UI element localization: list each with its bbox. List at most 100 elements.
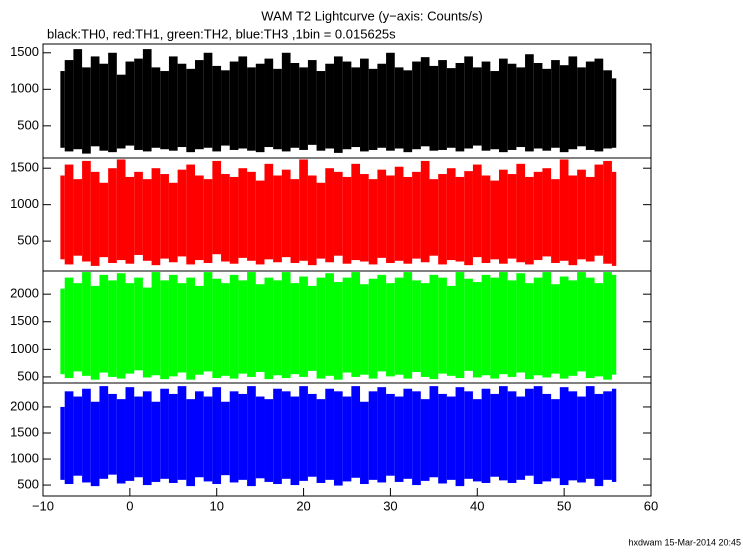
panel: 500 1000 1500 <box>10 157 652 272</box>
signal-band <box>290 396 300 486</box>
signal-band <box>168 274 178 377</box>
signal-band <box>325 273 334 376</box>
signal-band <box>472 282 482 378</box>
signal-band <box>64 277 74 379</box>
y-tick-label: 1500 <box>10 424 39 439</box>
signal-band <box>60 288 65 375</box>
signal-band <box>64 391 74 485</box>
signal-band <box>386 283 395 377</box>
signal-band <box>99 274 109 373</box>
signal-band <box>125 387 135 481</box>
signal-band <box>290 63 300 148</box>
signal-band <box>186 68 195 153</box>
signal-band <box>333 282 343 380</box>
signal-band <box>116 273 126 379</box>
signal-band <box>525 283 534 380</box>
signal-band <box>273 68 282 150</box>
signal-band <box>464 56 473 149</box>
signal-band <box>490 180 499 260</box>
footer: hxdwam 15-Mar-2014 20:45 <box>628 537 741 547</box>
signal-band <box>603 272 612 380</box>
signal-band <box>229 391 239 483</box>
signal-band <box>99 182 109 258</box>
signal-band <box>472 399 482 482</box>
y-tick-label: 1500 <box>10 313 39 328</box>
signal-band <box>507 280 517 377</box>
signal-band <box>577 396 586 483</box>
signal-band <box>299 276 308 377</box>
chart-title: WAM T2 Lightcurve (y−axis: Counts/s) <box>261 8 482 23</box>
signal-band <box>64 60 74 152</box>
signal-band <box>221 283 230 376</box>
signal-band <box>281 391 291 479</box>
signal-band <box>490 71 499 150</box>
signal-band <box>255 180 265 265</box>
signal-band <box>229 61 239 150</box>
signal-band <box>490 393 499 477</box>
signal-band <box>464 171 473 266</box>
signal-band <box>333 391 343 486</box>
signal-band <box>151 401 161 482</box>
signal-band <box>516 273 526 373</box>
y-tick-label: 1500 <box>10 44 39 59</box>
signal-band <box>290 179 300 263</box>
signal-band <box>151 168 161 266</box>
y-tick-label: 2000 <box>10 286 39 301</box>
signal-band <box>542 168 552 257</box>
signal-band <box>603 70 612 149</box>
signal-band <box>177 386 187 480</box>
signal-band <box>307 175 317 266</box>
signal-band <box>195 175 204 261</box>
signal-band <box>455 387 465 487</box>
signal-band <box>316 277 326 379</box>
signal-band <box>168 56 178 151</box>
signal-band <box>455 272 465 379</box>
signal-band <box>429 274 439 380</box>
signal-band <box>342 396 352 482</box>
signal-band <box>151 272 161 376</box>
signal-band <box>307 393 317 477</box>
signal-band <box>464 391 473 479</box>
signal-band <box>559 276 569 379</box>
signal-band <box>368 179 378 265</box>
signal-band <box>125 176 135 264</box>
signal-band <box>472 67 482 146</box>
x-tick-label: −10 <box>32 498 54 513</box>
signal-band <box>160 174 169 259</box>
signal-band <box>281 169 291 258</box>
signal-band <box>125 61 135 146</box>
panel: 500 1000 1500 <box>10 43 652 159</box>
signal-band <box>481 61 491 151</box>
x-tick-label: 10 <box>209 498 223 513</box>
signal-band <box>403 70 413 153</box>
signal-band <box>264 58 274 148</box>
signal-band <box>420 160 430 263</box>
signal-band <box>108 52 117 153</box>
signal-band <box>212 160 222 255</box>
panel-frame <box>42 382 652 497</box>
signal-band <box>377 169 387 258</box>
signal-band <box>238 56 248 149</box>
signal-band <box>195 60 204 150</box>
signal-band <box>134 396 143 478</box>
signal-band <box>577 67 586 147</box>
signal-band <box>82 388 91 483</box>
signal-band <box>73 49 83 150</box>
signal-band <box>394 396 404 482</box>
signal-band <box>229 176 239 264</box>
signal-band <box>60 406 65 480</box>
signal-band <box>360 284 369 375</box>
y-tick-label: 1500 <box>10 160 39 175</box>
signal-band <box>585 61 595 150</box>
signal-band <box>82 67 91 154</box>
signal-band <box>429 386 439 478</box>
signal-band <box>420 399 430 481</box>
signal-band <box>186 277 195 380</box>
signal-band <box>186 164 195 265</box>
signal-band <box>221 174 230 262</box>
signal-band <box>403 176 413 264</box>
signal-band <box>403 388 413 479</box>
signal-band <box>577 272 586 372</box>
signal-band <box>342 61 352 150</box>
signal-band <box>455 63 465 152</box>
